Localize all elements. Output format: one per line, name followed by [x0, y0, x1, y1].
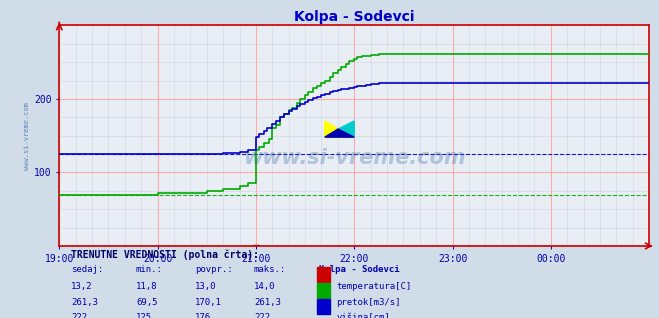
Bar	[317, 283, 330, 298]
Text: 13,0: 13,0	[195, 282, 216, 291]
Text: višina[cm]: višina[cm]	[337, 314, 390, 318]
Text: temperatura[C]: temperatura[C]	[337, 282, 412, 291]
Text: 261,3: 261,3	[254, 298, 281, 307]
Text: 170,1: 170,1	[195, 298, 222, 307]
Bar	[317, 267, 330, 282]
Text: 125: 125	[136, 314, 152, 318]
Text: 261,3: 261,3	[71, 298, 98, 307]
Text: pretok[m3/s]: pretok[m3/s]	[337, 298, 401, 307]
Text: www.si-vreme.com: www.si-vreme.com	[24, 102, 30, 170]
Text: maks.:: maks.:	[254, 265, 286, 274]
Text: Kolpa - Sodevci: Kolpa - Sodevci	[319, 265, 399, 274]
Text: www.si-vreme.com: www.si-vreme.com	[243, 148, 465, 168]
Bar	[317, 299, 330, 314]
Text: 11,8: 11,8	[136, 282, 158, 291]
Polygon shape	[325, 121, 338, 137]
Text: 222: 222	[71, 314, 87, 318]
Text: TRENUTNE VREDNOSTI (polna črta):: TRENUTNE VREDNOSTI (polna črta):	[71, 249, 259, 260]
Title: Kolpa - Sodevci: Kolpa - Sodevci	[294, 10, 415, 24]
Text: 69,5: 69,5	[136, 298, 158, 307]
Text: 222: 222	[254, 314, 270, 318]
Text: min.:: min.:	[136, 265, 163, 274]
Polygon shape	[338, 121, 355, 137]
Text: povpr.:: povpr.:	[195, 265, 233, 274]
Text: 13,2: 13,2	[71, 282, 93, 291]
Text: 176: 176	[195, 314, 211, 318]
Polygon shape	[325, 129, 355, 137]
Text: sedaj:: sedaj:	[71, 265, 103, 274]
Text: 14,0: 14,0	[254, 282, 275, 291]
